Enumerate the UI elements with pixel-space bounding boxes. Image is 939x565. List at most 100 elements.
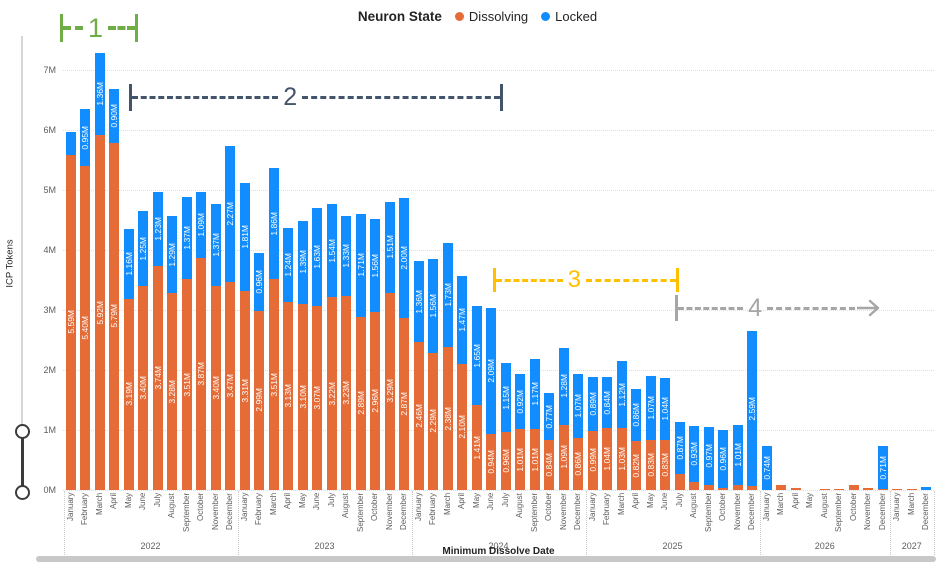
bar-segment-dissolving[interactable]: 3.19M <box>123 298 134 490</box>
bar-segment-dissolving[interactable] <box>892 489 902 490</box>
bar-segment-dissolving[interactable]: 3.28M <box>167 293 177 490</box>
bar-segment-dissolving[interactable]: 3.22M <box>326 296 337 490</box>
bar-segment-locked[interactable]: 1.36M <box>413 260 424 343</box>
bar-segment-dissolving[interactable]: 5.40M <box>80 166 90 490</box>
bar-segment-locked[interactable]: 1.09M <box>196 192 206 258</box>
bar-segment-locked[interactable]: 1.37M <box>210 203 221 286</box>
bar-segment-locked[interactable]: 1.15M <box>500 363 511 433</box>
bar-segment-locked[interactable]: 0.71M <box>877 446 888 489</box>
bar-segment-dissolving[interactable]: 2.87M <box>399 317 409 490</box>
bar-segment-locked[interactable]: 1.12M <box>616 361 627 429</box>
bar-segment-locked[interactable]: 1.23M <box>152 191 163 266</box>
bar-segment-dissolving[interactable] <box>674 473 685 490</box>
bar-segment-locked[interactable]: 0.95M <box>80 109 90 166</box>
bar-segment-locked[interactable]: 2.59M <box>747 331 757 487</box>
bar-segment-dissolving[interactable]: 1.41M <box>471 405 482 490</box>
bar-segment-locked[interactable]: 1.63M <box>312 208 322 306</box>
bar-segment-locked[interactable]: 2.09M <box>486 308 496 434</box>
bar-segment-dissolving[interactable] <box>863 488 873 490</box>
bar-segment-locked[interactable]: 1.81M <box>239 182 250 292</box>
bar-segment-locked[interactable]: 0.97M <box>703 427 714 486</box>
bar-segment-dissolving[interactable] <box>819 489 830 490</box>
bar-segment-dissolving[interactable] <box>848 485 859 490</box>
bar-segment-locked[interactable]: 0.96M <box>254 253 264 311</box>
bar-segment-locked[interactable]: 1.56M <box>370 218 380 313</box>
bar-segment-dissolving[interactable]: 2.10M <box>457 364 467 490</box>
bar-segment-dissolving[interactable]: 5.79M <box>109 142 119 490</box>
bar-segment-locked[interactable]: 1.65M <box>471 306 482 406</box>
bar-segment-dissolving[interactable]: 3.87M <box>196 257 206 490</box>
bar-segment-locked[interactable]: 1.16M <box>123 229 134 299</box>
bar-segment-dissolving[interactable] <box>776 485 786 490</box>
bar-segment-dissolving[interactable]: 3.47M <box>225 281 235 490</box>
bar-segment-locked[interactable]: 1.28M <box>558 347 569 425</box>
bar-segment-dissolving[interactable]: 3.40M <box>138 286 148 490</box>
bar-segment-dissolving[interactable]: 3.51M <box>181 279 192 490</box>
bar-segment-locked[interactable]: 0.87M <box>674 421 685 474</box>
bar-segment-locked[interactable]: 1.04M <box>660 377 670 441</box>
bar-segment-dissolving[interactable]: 5.59M <box>65 154 76 490</box>
bar-segment-dissolving[interactable]: 3.07M <box>312 305 322 490</box>
bar-segment-locked[interactable]: 0.74M <box>761 445 772 490</box>
bar-segment-dissolving[interactable]: 3.40M <box>210 286 221 490</box>
bar-segment-locked[interactable]: 1.25M <box>138 211 148 286</box>
bar-segment-dissolving[interactable]: 0.99M <box>587 430 598 490</box>
bar-segment-dissolving[interactable]: 0.83M <box>660 440 670 490</box>
bar-segment-dissolving[interactable]: 2.29M <box>428 352 438 490</box>
bar-segment-locked[interactable]: 0.84M <box>602 377 612 428</box>
bar-segment-dissolving[interactable]: 0.83M <box>645 440 656 490</box>
horizontal-scrollbar[interactable] <box>36 556 936 562</box>
bar-segment-locked[interactable]: 1.24M <box>283 227 293 303</box>
bar-segment-dissolving[interactable]: 3.10M <box>297 304 308 490</box>
bar-segment-locked[interactable]: 0.77M <box>544 393 554 440</box>
bar-segment-dissolving[interactable]: 3.23M <box>341 296 351 490</box>
bar-segment-locked[interactable]: 0.96M <box>718 430 728 488</box>
bar-segment-locked[interactable]: 0.90M <box>109 88 119 143</box>
bar-segment-dissolving[interactable]: 1.04M <box>602 427 612 490</box>
bar-segment-dissolving[interactable] <box>747 486 757 490</box>
bar-segment-locked[interactable]: 1.01M <box>732 424 743 486</box>
bar-segment-locked[interactable]: 1.51M <box>384 202 395 293</box>
bar-segment-locked[interactable]: 1.36M <box>94 53 105 135</box>
bar-segment-dissolving[interactable]: 2.38M <box>442 347 453 490</box>
bar-segment-locked[interactable]: 0.92M <box>515 374 525 430</box>
bar-segment-locked[interactable]: 0.89M <box>587 377 598 431</box>
bar-segment-dissolving[interactable]: 2.89M <box>355 316 366 490</box>
bar-segment-dissolving[interactable] <box>906 488 917 490</box>
bar-segment-dissolving[interactable]: 2.96M <box>370 312 380 490</box>
bar-segment-locked[interactable]: 1.33M <box>341 216 351 297</box>
bar-segment-dissolving[interactable] <box>834 488 844 490</box>
slider-handle-lower[interactable] <box>15 485 30 500</box>
bar-segment-locked[interactable]: 1.47M <box>457 275 467 364</box>
bar-segment-dissolving[interactable]: 1.01M <box>515 429 525 490</box>
bar-segment-dissolving[interactable]: 0.86M <box>573 438 583 490</box>
bar-segment-locked[interactable]: 1.29M <box>167 215 177 294</box>
bar-segment-locked[interactable]: 2.27M <box>225 145 235 282</box>
bar-segment-locked[interactable]: 1.71M <box>355 214 366 317</box>
bar-segment-dissolving[interactable]: 2.99M <box>254 310 264 490</box>
bar-segment-locked[interactable]: 1.73M <box>442 243 453 348</box>
bar-segment-locked[interactable]: 1.86M <box>268 167 279 280</box>
bar-segment-dissolving[interactable]: 3.74M <box>152 265 163 490</box>
bar-segment-dissolving[interactable]: 3.51M <box>268 279 279 490</box>
bar-segment-locked[interactable]: 1.07M <box>573 374 583 439</box>
legend-item-dissolving[interactable]: Dissolving <box>454 9 528 24</box>
bar-segment-dissolving[interactable]: 1.09M <box>558 424 569 490</box>
bar-segment-locked[interactable]: 0.93M <box>689 425 699 482</box>
bar-segment-locked[interactable]: 1.56M <box>428 259 438 353</box>
bar-segment-dissolving[interactable] <box>790 488 801 490</box>
bar-segment-dissolving[interactable]: 0.84M <box>544 439 554 490</box>
legend-item-locked[interactable]: Locked <box>541 9 597 24</box>
bar-segment-dissolving[interactable]: 2.46M <box>413 342 424 490</box>
bar-segment-dissolving[interactable]: 1.01M <box>529 429 540 490</box>
bar-segment-locked[interactable] <box>65 131 76 155</box>
bar-segment-locked[interactable]: 2.00M <box>399 197 409 318</box>
bar-segment-locked[interactable]: 1.54M <box>326 204 337 297</box>
bar-segment-dissolving[interactable]: 1.03M <box>616 428 627 490</box>
bar-segment-dissolving[interactable]: 3.31M <box>239 291 250 490</box>
y-axis-zoom-slider-track[interactable] <box>21 36 23 426</box>
bar-segment-dissolving[interactable] <box>689 481 699 490</box>
bar-segment-dissolving[interactable]: 3.13M <box>283 302 293 490</box>
bar-segment-locked[interactable]: 1.37M <box>181 197 192 280</box>
bar-segment-locked[interactable]: 1.39M <box>297 220 308 304</box>
